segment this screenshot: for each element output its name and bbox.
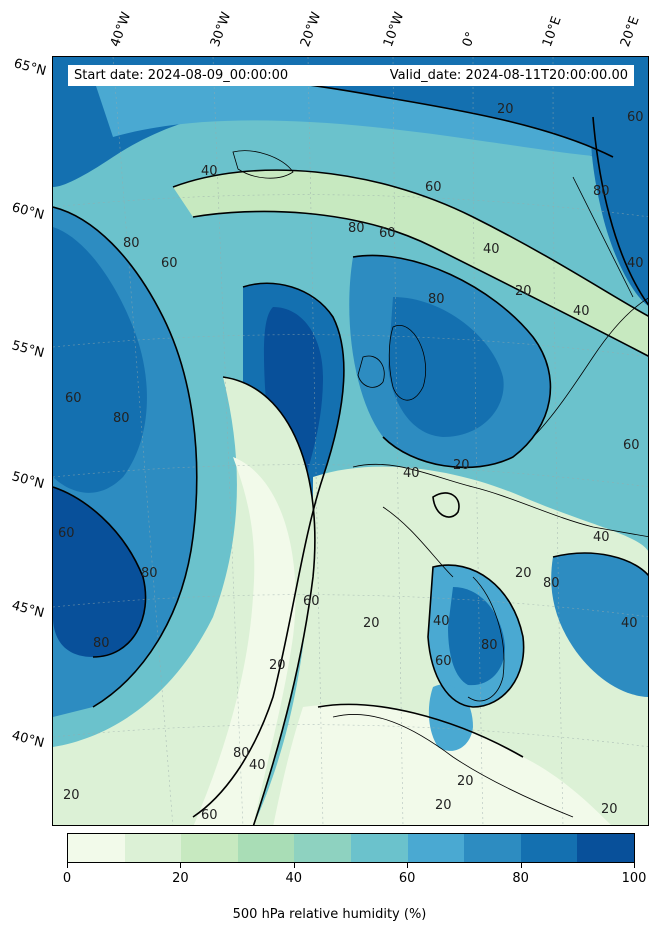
colorbar-segment	[294, 834, 351, 862]
contour-label: 40	[403, 466, 420, 481]
humid-band-north-light	[93, 73, 613, 157]
longitude-label-20e: 20°E	[617, 14, 643, 50]
colorbar-tick-label: 80	[512, 871, 529, 886]
contour-label: 40	[483, 242, 500, 257]
contour-label: 80	[543, 576, 560, 591]
latitude-label-55n: 55°N	[10, 338, 46, 362]
contour-label: 80	[141, 566, 158, 581]
date-header: Start date: 2024-08-09_00:00:00 Valid_da…	[68, 65, 634, 86]
map-canvas: 40 80 60 80 60 60 40 20 40 20 80 60 80 6…	[53, 57, 648, 825]
driest-region	[193, 457, 296, 825]
contour-label: 60	[425, 180, 442, 195]
colorbar	[67, 833, 635, 863]
longitude-label-0: 0°	[459, 29, 480, 49]
contour-label: 60	[627, 110, 644, 125]
humid-region-scandinavia	[591, 117, 648, 306]
contour-label: 20	[435, 798, 452, 813]
colorbar-tick-mark	[180, 863, 182, 868]
start-date-text: Start date: 2024-08-09_00:00:00	[74, 68, 289, 83]
colorbar-label: 500 hPa relative humidity (%)	[232, 907, 427, 922]
longitude-label-10e: 10°E	[539, 14, 565, 50]
colorbar-tick-label: 20	[172, 871, 189, 886]
humid-region-east	[551, 553, 648, 697]
latitude-label-45n: 45°N	[10, 598, 46, 622]
contour-label: 60	[379, 226, 396, 241]
graticule	[53, 57, 648, 825]
contour-label: 80	[113, 411, 130, 426]
contour-label: 80	[481, 638, 498, 653]
contour-label: 80	[93, 636, 110, 651]
contour-label: 60	[623, 438, 640, 453]
contour-label: 20	[601, 802, 618, 817]
contour-label: 60	[65, 391, 82, 406]
driest-region-south	[273, 704, 611, 825]
longitude-label-40w: 40°W	[107, 10, 135, 49]
contour-label: 20	[363, 616, 380, 631]
colorbar-tick-mark	[293, 863, 295, 868]
longitude-label-20w: 20°W	[297, 10, 325, 49]
contour-label: 40	[573, 304, 590, 319]
contour-label: 40	[627, 256, 644, 271]
contour-label: 40	[621, 616, 638, 631]
contour-label: 20	[63, 788, 80, 803]
contour-label: 60	[303, 594, 320, 609]
contour-label: 40	[433, 614, 450, 629]
latitude-label-65n: 65°N	[12, 56, 48, 80]
contour-label: 80	[428, 292, 445, 307]
colorbar-tick-mark	[407, 863, 409, 868]
contour-label: 60	[435, 654, 452, 669]
latitude-label-60n: 60°N	[10, 200, 46, 224]
humid-core-italy	[448, 587, 505, 686]
valid-date-text: Valid_date: 2024-08-11T20:00:00.00	[389, 68, 628, 83]
dry-band-central	[173, 170, 648, 356]
contour-lines	[53, 72, 648, 825]
contour-label: 60	[161, 256, 178, 271]
colorbar-tick-label: 0	[62, 871, 72, 886]
colorbar-tick-mark	[67, 863, 68, 868]
contour-label: 20	[515, 284, 532, 299]
contour-label: 40	[593, 530, 610, 545]
colorbar-tick-label: 100	[621, 871, 647, 886]
contour-label: 20	[515, 566, 532, 581]
contour-label: 20	[269, 658, 286, 673]
contour-label: 80	[348, 221, 365, 236]
colorbar-segment	[577, 834, 634, 862]
colorbar-segment	[124, 834, 182, 862]
colorbar-tick-mark	[634, 863, 635, 868]
humid-core-west-deep	[53, 487, 146, 657]
colorbar-segment	[520, 834, 578, 862]
contour-label-group: 40 80 60 80 60 60 40 20 40 20 80 60 80 6…	[58, 102, 644, 823]
contour-label: 80	[233, 746, 250, 761]
colorbar-segment	[181, 834, 238, 862]
contour-label: 60	[58, 526, 75, 541]
contour-label: 20	[497, 102, 514, 117]
humid-core-west	[53, 227, 147, 493]
colorbar-segment	[237, 834, 295, 862]
colorbar-segment	[407, 834, 465, 862]
colorbar-tick-label: 60	[398, 871, 416, 886]
colorbar-tick-mark	[520, 863, 522, 868]
contour-label: 40	[249, 758, 266, 773]
contour-label: 20	[453, 458, 470, 473]
colorbar-segment	[68, 834, 125, 862]
contour-label: 40	[201, 164, 218, 179]
longitude-label-10w: 10°W	[380, 10, 408, 49]
contour-label: 20	[457, 774, 474, 789]
longitude-label-30w: 30°W	[207, 10, 235, 49]
contour-label: 80	[593, 184, 610, 199]
contour-label: 80	[123, 236, 140, 251]
colorbar-segment	[464, 834, 521, 862]
humidity-map: 40 80 60 80 60 60 40 20 40 20 80 60 80 6…	[52, 56, 649, 826]
colorbar-tick-label: 40	[285, 871, 303, 886]
latitude-label-50n: 50°N	[10, 469, 46, 493]
humid-region-balkans	[428, 684, 473, 751]
humid-core-uk	[388, 297, 504, 437]
coastlines	[232, 150, 648, 818]
colorbar-segment	[350, 834, 408, 862]
contour-label: 60	[201, 808, 218, 823]
latitude-label-40n: 40°N	[10, 728, 46, 752]
